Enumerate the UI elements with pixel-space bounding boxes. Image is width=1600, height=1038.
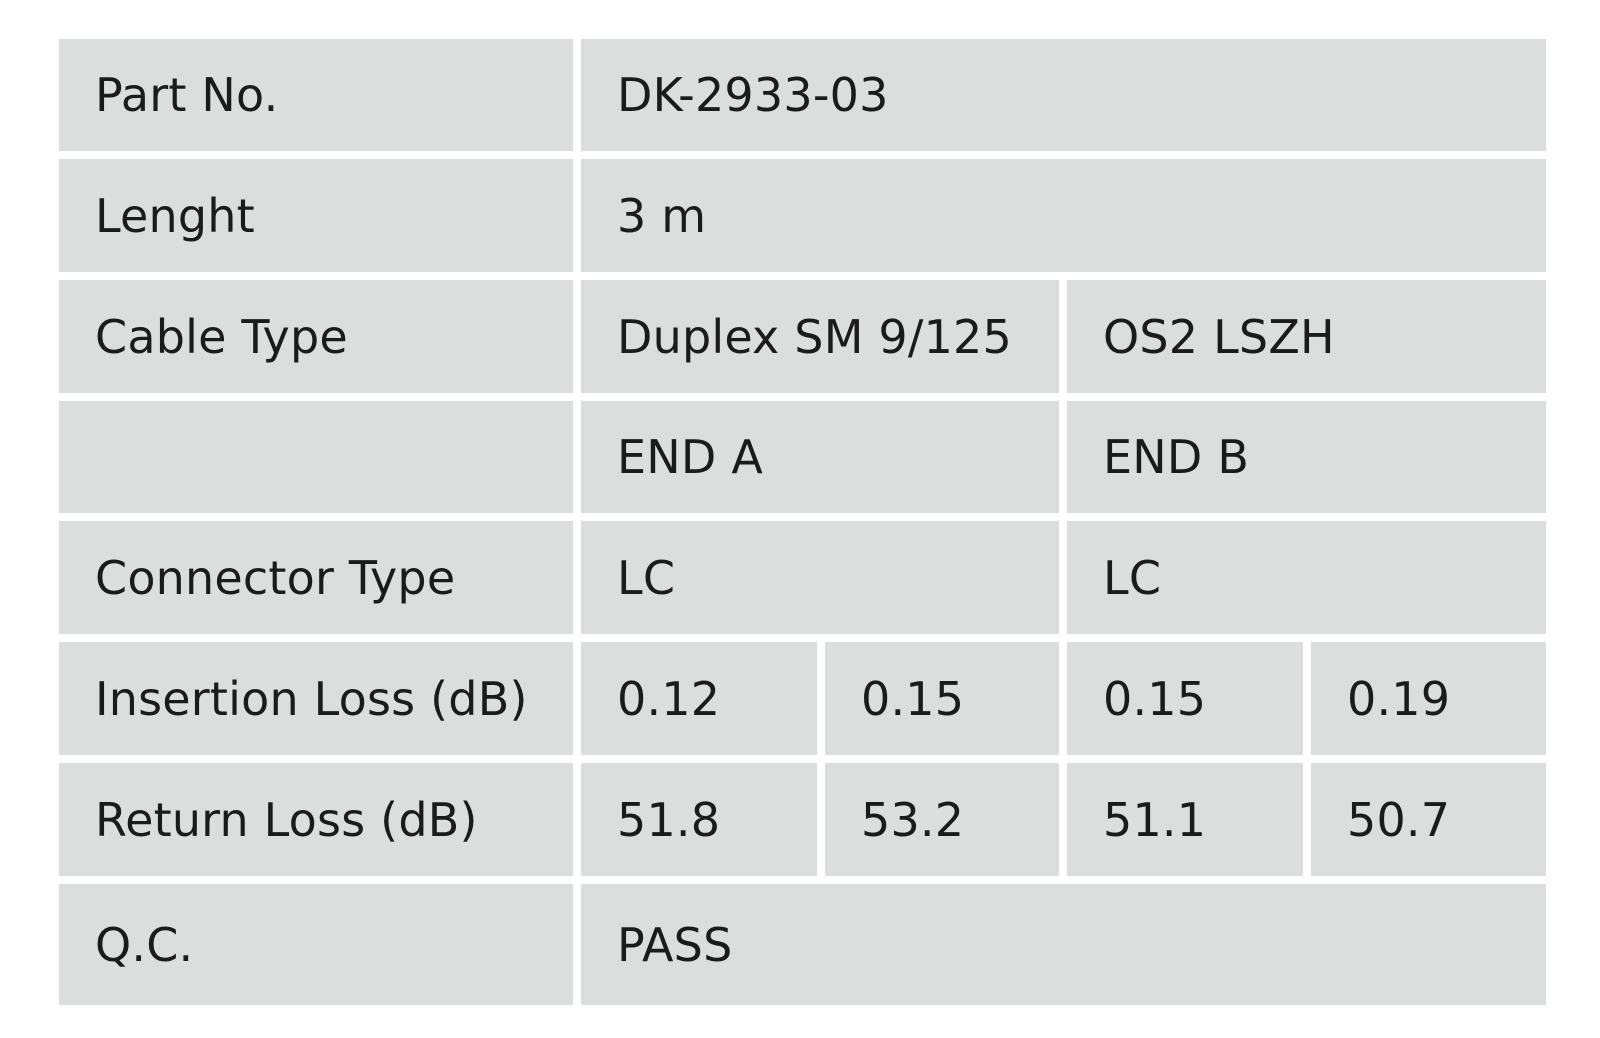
cable-type-label: Cable Type	[59, 280, 573, 393]
end-b-header: END B	[1067, 401, 1546, 513]
connector-type-label: Connector Type	[59, 521, 573, 634]
end-a-header: END A	[581, 401, 1059, 513]
return-loss-label: Return Loss (dB)	[59, 763, 573, 876]
ends-label	[59, 401, 573, 513]
cable-type-value-a: Duplex SM 9/125	[581, 280, 1059, 393]
length-value: 3 m	[581, 159, 1546, 272]
length-label: Lenght	[59, 159, 573, 272]
return-loss-value: 53.2	[825, 763, 1059, 876]
insertion-loss-value: 0.15	[825, 642, 1059, 755]
qc-value: PASS	[581, 884, 1546, 1005]
connector-type-end-b: LC	[1067, 521, 1546, 634]
insertion-loss-label: Insertion Loss (dB)	[59, 642, 573, 755]
insertion-loss-value: 0.15	[1067, 642, 1303, 755]
qc-label: Q.C.	[59, 884, 573, 1005]
return-loss-value: 51.1	[1067, 763, 1303, 876]
insertion-loss-value: 0.19	[1311, 642, 1546, 755]
connector-type-end-a: LC	[581, 521, 1059, 634]
cable-type-value-b: OS2 LSZH	[1067, 280, 1546, 393]
insertion-loss-value: 0.12	[581, 642, 817, 755]
return-loss-value: 51.8	[581, 763, 817, 876]
part-no-label: Part No.	[59, 39, 573, 151]
part-no-value: DK-2933-03	[581, 39, 1546, 151]
return-loss-value: 50.7	[1311, 763, 1546, 876]
